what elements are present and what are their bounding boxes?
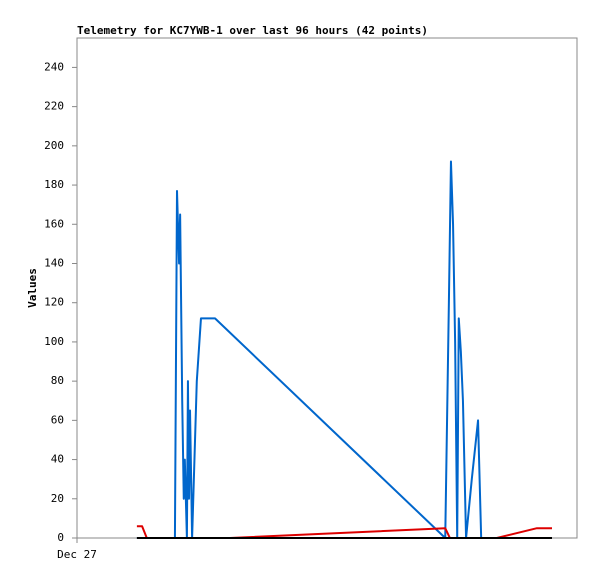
y-tick-label: 160 [44,217,64,230]
y-tick-label: 80 [51,374,64,387]
y-tick-label: 20 [51,492,64,505]
y-tick-label: 60 [51,413,64,426]
chart-title: Telemetry for KC7YWB-1 over last 96 hour… [77,24,428,37]
y-tick-label: 120 [44,296,64,309]
y-tick-label: 40 [51,453,64,466]
y-tick-label: 100 [44,335,64,348]
series-line [136,525,552,539]
y-axis-label: Values [26,268,39,308]
y-tick-label: 180 [44,178,64,191]
y-tick-label: 200 [44,139,64,152]
y-tick-label: 0 [57,531,64,544]
y-tick-label: 140 [44,256,64,269]
x-tick-label: Dec 27 [57,548,97,561]
y-tick-label: 240 [44,60,64,73]
y-tick-label: 220 [44,100,64,113]
